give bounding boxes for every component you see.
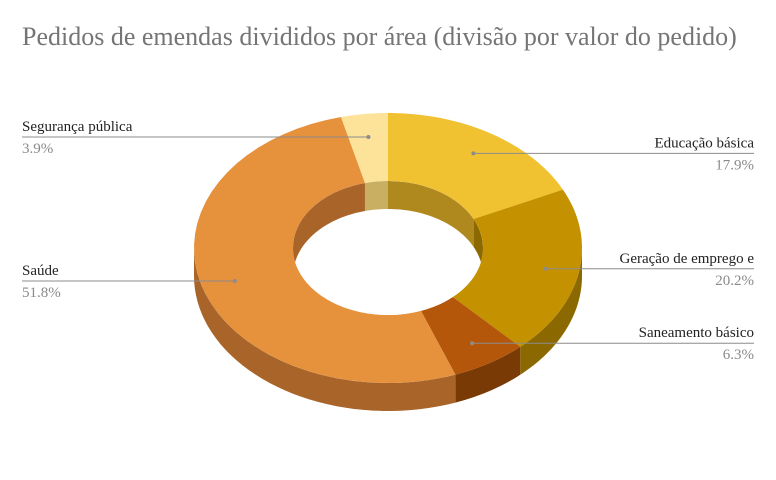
- chart-labels: Educação básica 17.9% Geração de emprego e…: [22, 119, 754, 363]
- slice-sa-de: [194, 117, 456, 383]
- leader-dot-sa-de: [232, 279, 237, 284]
- outer-wall-2: [455, 346, 521, 403]
- leader-dot-gera-o-de-emprego-e: [543, 266, 548, 271]
- leader-dot-seguran-a-p-blica: [366, 134, 371, 139]
- slice-value-sa-de: 51.8%: [22, 285, 61, 301]
- donut-top: [194, 113, 582, 383]
- chart-title: Pedidos de emendas divididos por área (d…: [22, 22, 737, 51]
- outer-wall-3: [194, 248, 456, 411]
- slice-label-seguran-a-p-blica: Segurança pública: [22, 119, 133, 135]
- slice-saneamento-b-sico: [420, 297, 521, 375]
- slice-seguran-a-p-blica: [340, 113, 388, 183]
- slice-label-gera-o-de-emprego-e: Geração de emprego e: [619, 251, 754, 267]
- inner-wall-0: [388, 181, 474, 248]
- slice-value-educa-o-b-sica: 17.9%: [715, 157, 754, 173]
- slice-value-seguran-a-p-blica: 3.9%: [22, 141, 53, 157]
- inner-wall-1: [473, 219, 483, 276]
- slice-educa-o-b-sica: [388, 113, 563, 220]
- slice-value-gera-o-de-emprego-e: 20.2%: [715, 273, 754, 289]
- leader-dot-saneamento-b-sico: [470, 341, 475, 346]
- slice-label-saneamento-b-sico: Saneamento básico: [639, 325, 754, 341]
- inner-wall-4: [364, 181, 388, 211]
- leader-dot-educa-o-b-sica: [471, 151, 476, 156]
- slice-label-sa-de: Saúde: [22, 263, 59, 279]
- slice-value-saneamento-b-sico: 6.3%: [723, 347, 754, 363]
- inner-wall-3: [293, 183, 365, 276]
- slice-gera-o-de-emprego-e: [452, 189, 582, 347]
- slice-label-educa-o-b-sica: Educação básica: [654, 135, 754, 151]
